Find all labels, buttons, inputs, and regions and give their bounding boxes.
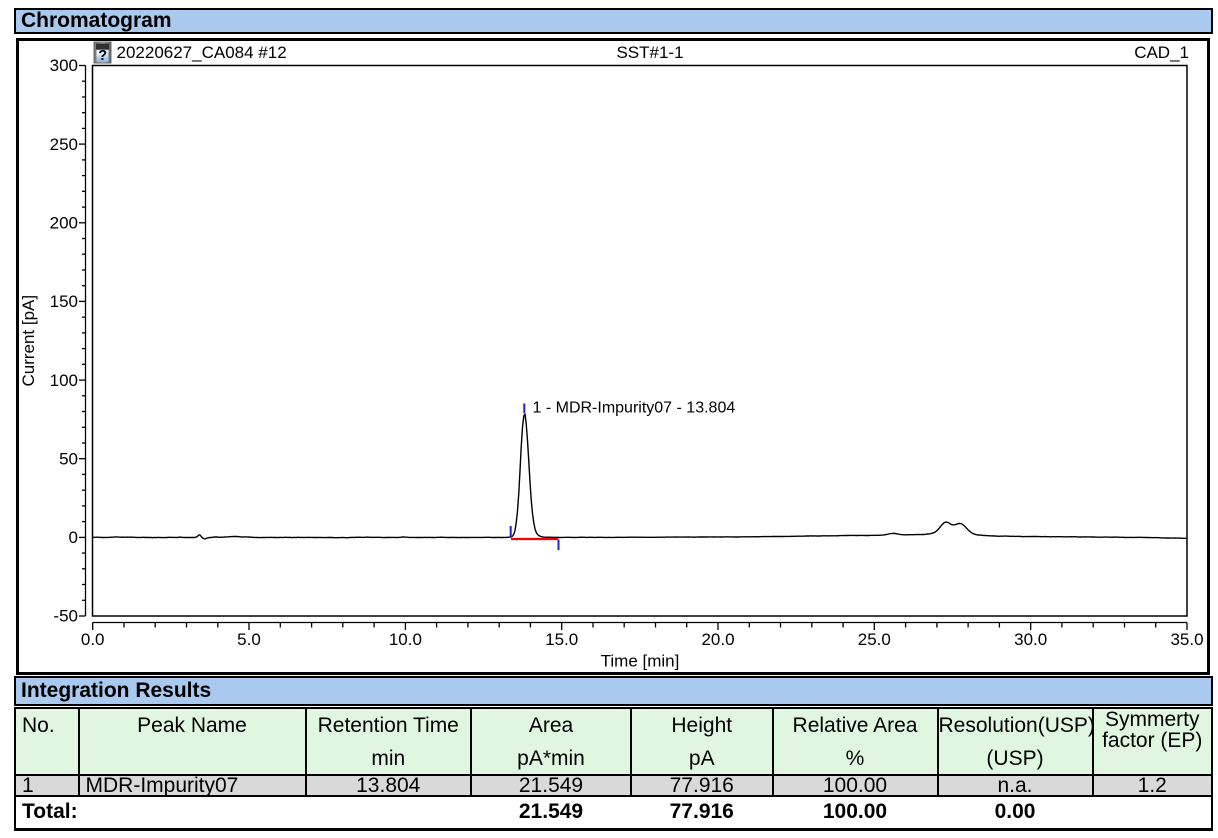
svg-text:35.0: 35.0 [1170,630,1203,649]
svg-text:0: 0 [69,528,78,547]
svg-text:200: 200 [50,214,78,233]
svg-text:100: 100 [50,371,78,390]
svg-text:50: 50 [59,449,78,468]
svg-text:5.0: 5.0 [237,630,261,649]
svg-text:?: ? [98,48,107,64]
svg-text:20220627_CA084 #12: 20220627_CA084 #12 [117,43,287,62]
svg-text:150: 150 [50,292,78,311]
svg-text:CAD_1: CAD_1 [1134,43,1189,62]
svg-text:15.0: 15.0 [545,630,578,649]
svg-text:30.0: 30.0 [1014,630,1047,649]
svg-text:SST#1-1: SST#1-1 [616,43,683,62]
svg-text:Current [pA]: Current [pA] [19,295,38,387]
svg-text:300: 300 [50,56,78,75]
svg-text:0.0: 0.0 [81,630,105,649]
svg-text:10.0: 10.0 [389,630,422,649]
svg-text:-50: -50 [53,607,78,626]
svg-text:20.0: 20.0 [701,630,734,649]
svg-text:250: 250 [50,135,78,154]
svg-text:25.0: 25.0 [858,630,891,649]
svg-text:1 - MDR-Impurity07 - 13.804: 1 - MDR-Impurity07 - 13.804 [533,400,736,417]
svg-text:Time [min]: Time [min] [601,652,680,671]
